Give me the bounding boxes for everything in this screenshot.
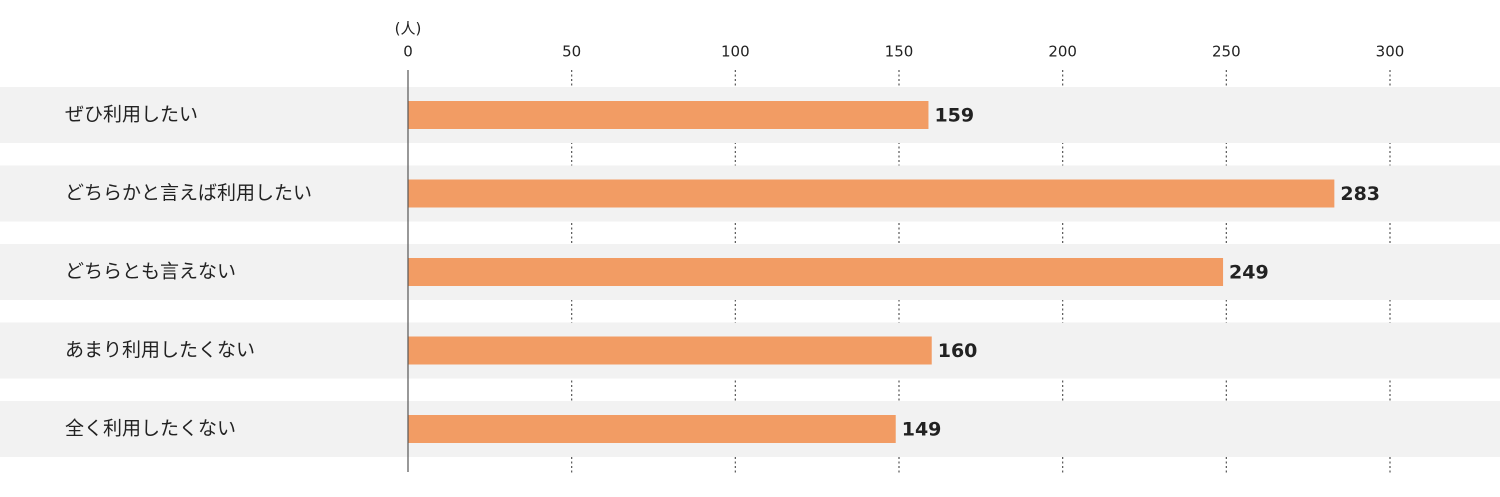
- x-tick-label: 50: [562, 43, 581, 61]
- bar: [408, 179, 1335, 208]
- value-label: 283: [1340, 183, 1380, 205]
- x-tick-label: 100: [721, 43, 750, 61]
- x-tick-label: 0: [403, 43, 413, 61]
- category-label: あまり利用したくない: [65, 339, 255, 361]
- value-label: 249: [1229, 262, 1269, 284]
- bar: [408, 415, 896, 443]
- value-label: 159: [934, 105, 974, 127]
- x-tick-label: 250: [1212, 43, 1241, 61]
- category-label: どちらかと言えば利用したい: [65, 182, 312, 204]
- bar: [408, 101, 929, 129]
- value-label: 160: [938, 340, 978, 362]
- x-tick-label: 150: [885, 43, 914, 61]
- x-tick-label: 300: [1376, 43, 1405, 61]
- category-label: ぜひ利用したい: [65, 104, 198, 126]
- category-label: 全く利用したくない: [65, 418, 236, 440]
- bar: [408, 258, 1224, 286]
- value-label: 149: [902, 419, 942, 441]
- bar: [408, 336, 932, 365]
- category-label: どちらとも言えない: [65, 261, 236, 283]
- x-tick-label: 200: [1048, 43, 1077, 61]
- unit-label: (人): [395, 20, 422, 38]
